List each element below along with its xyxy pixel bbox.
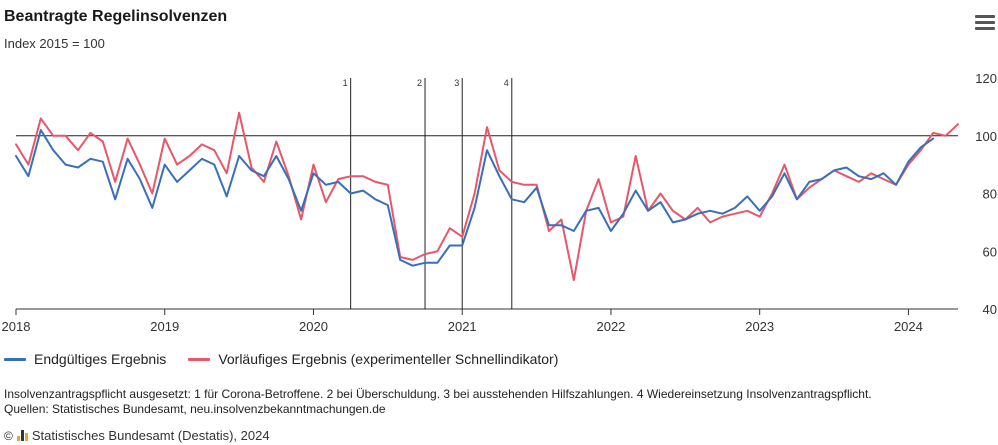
x-tick-label: 2019 <box>150 319 179 334</box>
event-label-2: 2 <box>417 78 422 88</box>
x-tick-label: 2024 <box>894 319 923 334</box>
chart-subtitle: Index 2015 = 100 <box>4 36 105 51</box>
legend-label-final: Endgültiges Ergebnis <box>34 351 167 367</box>
credit-text: Statistisches Bundesamt (Destatis), 2024 <box>31 428 270 443</box>
series-line-final <box>15 129 935 267</box>
chart-legend: Endgültiges Ergebnis Vorläufiges Ergebni… <box>4 351 558 367</box>
y-tick-label: 120 <box>975 71 997 86</box>
legend-item-preliminary[interactable]: Vorläufiges Ergebnis (experimenteller Sc… <box>188 351 558 367</box>
footnote: Insolvenzantragspflicht ausgesetzt: 1 fü… <box>4 387 872 401</box>
line-chart: 2018 2019 2020 2021 2022 2023 2024 40 60 80 100 120… <box>2 71 997 334</box>
y-tick-label: 80 <box>983 187 997 202</box>
x-tick-label: 2021 <box>448 319 477 334</box>
event-label-1: 1 <box>343 78 348 88</box>
copyright-icon: © <box>4 428 13 443</box>
x-tick-label: 2022 <box>596 319 625 334</box>
chart-title: Beantragte Regelinsolvenzen <box>4 8 228 25</box>
legend-swatch-preliminary <box>188 357 211 361</box>
source-note: Quellen: Statistisches Bundesamt, neu.in… <box>4 402 386 416</box>
legend-item-final[interactable]: Endgültiges Ergebnis <box>4 351 166 367</box>
hamburger-menu-icon[interactable] <box>975 15 995 31</box>
legend-swatch-final <box>4 357 26 361</box>
x-tick-label: 2018 <box>2 319 31 334</box>
credit[interactable]: © Statistisches Bundesamt (Destatis), 20… <box>4 428 270 443</box>
event-label-3: 3 <box>454 78 459 88</box>
legend-label-preliminary: Vorläufiges Ergebnis (experimenteller Sc… <box>218 351 559 367</box>
x-tick-label: 2023 <box>745 319 774 334</box>
event-label-4: 4 <box>504 78 509 88</box>
series-line-preliminary <box>15 111 959 282</box>
y-tick-label: 40 <box>983 302 997 317</box>
y-tick-label: 100 <box>975 129 997 144</box>
x-tick-label: 2020 <box>299 319 328 334</box>
y-tick-label: 60 <box>983 244 997 259</box>
destatis-logo-icon <box>16 430 28 441</box>
